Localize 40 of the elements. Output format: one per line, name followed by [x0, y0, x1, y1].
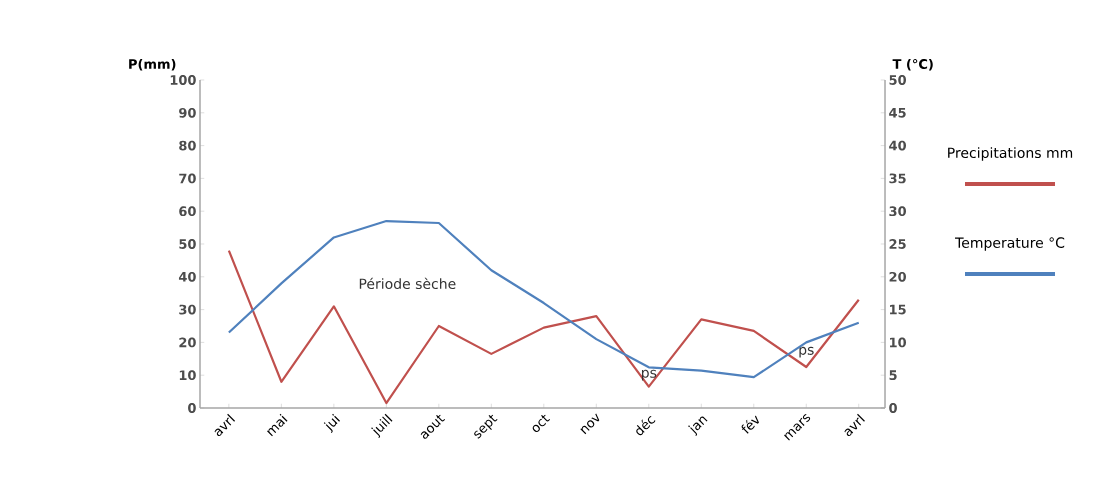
x-tick-label: jan [688, 416, 708, 437]
x-tick-label: déc [636, 416, 656, 436]
y-axis-title: P(mm) [129, 58, 176, 71]
y2-tick-label: 45 [889, 107, 906, 118]
y-tick-label: 50 [179, 239, 196, 249]
x-tick-label: avrl [214, 413, 235, 437]
y-tick-label: 30 [179, 304, 196, 315]
y-tick-label: 60 [179, 206, 196, 217]
annotation: ps [799, 346, 814, 358]
x-tick-label: jui [323, 413, 340, 433]
x-tick-label: mai [267, 413, 288, 437]
y-tick-label: 0 [188, 403, 196, 413]
x-tick-label: oct [532, 414, 551, 433]
annotation: ps [641, 369, 657, 381]
y2-tick-label: 20 [889, 271, 907, 282]
y2-tick-label: 35 [889, 173, 906, 184]
line-series [227, 249, 860, 405]
y-tick-label: 40 [178, 271, 196, 282]
text: Temperature °C [955, 237, 1065, 251]
y2-tick-label: 50 [889, 75, 907, 85]
y-tick-label: 80 [179, 140, 196, 151]
y2-tick-label: 25 [889, 239, 906, 249]
y2-axis-title: T (°C) [892, 58, 933, 71]
text: Precipitations mm [948, 147, 1073, 161]
y-tick-label: 70 [179, 173, 196, 184]
y-tick-label: 10 [179, 370, 196, 381]
y-tick-label: 20 [179, 337, 196, 348]
x-tick-label: fév [741, 415, 759, 434]
y2-tick-label: 15 [890, 304, 906, 315]
x-tick-label: avrl [844, 413, 865, 437]
annotation: Période sèche [359, 277, 456, 290]
line-series [227, 219, 860, 379]
x-tick-label: nov [580, 413, 600, 435]
y-tick-label: 100 [170, 75, 196, 85]
y2-tick-label: 0 [889, 403, 897, 413]
y2-tick-label: 40 [889, 140, 907, 151]
y2-tick-label: 10 [890, 337, 907, 348]
y2-tick-label: 30 [889, 206, 907, 217]
y-tick-label: 90 [179, 107, 196, 118]
y2-tick-label: 5 [889, 370, 897, 381]
